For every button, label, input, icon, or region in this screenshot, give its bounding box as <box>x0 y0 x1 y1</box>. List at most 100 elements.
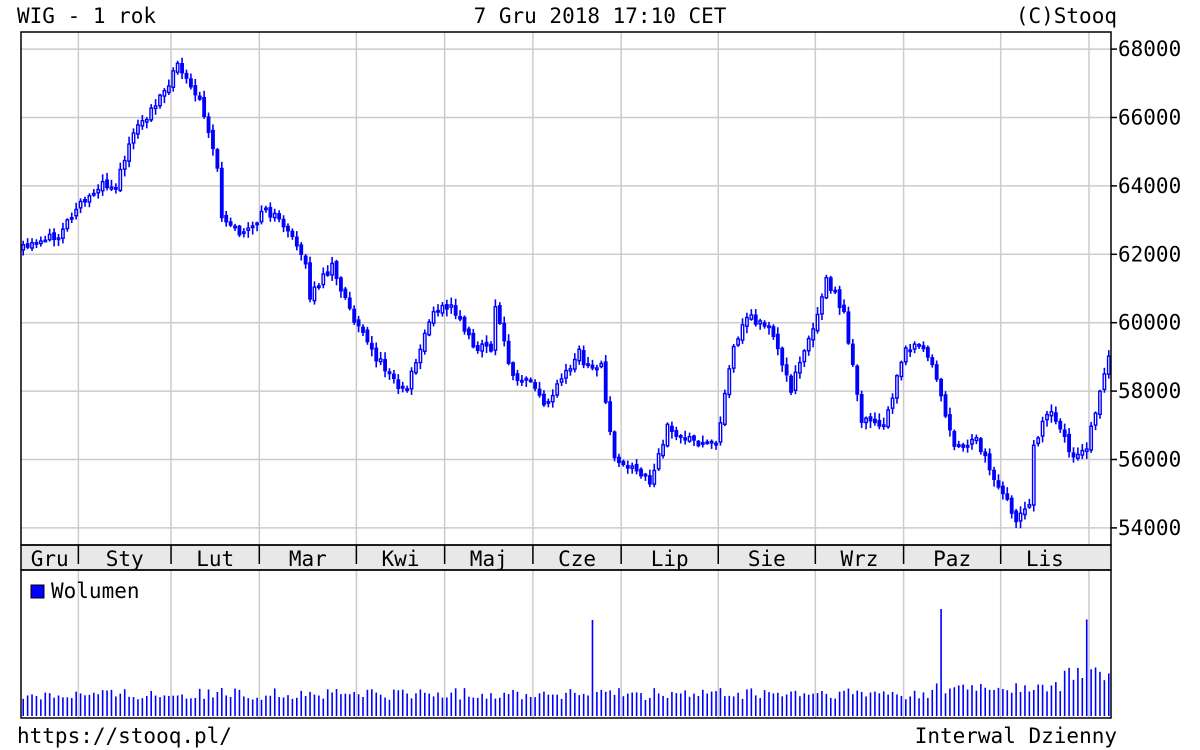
candle-body <box>828 277 833 291</box>
candle-body <box>21 244 26 251</box>
candle-body <box>1071 452 1076 458</box>
candle-body <box>1067 433 1071 453</box>
candle-body <box>1027 504 1032 508</box>
candle-body <box>868 416 873 422</box>
candle-body <box>197 95 202 100</box>
candle-body <box>325 271 330 276</box>
candle-body <box>1036 437 1041 445</box>
candle-body <box>634 463 639 472</box>
candle-body <box>630 465 635 469</box>
candle-body <box>524 377 529 381</box>
candle-body <box>409 370 414 390</box>
candle-body <box>506 340 511 364</box>
candle-body <box>405 388 410 392</box>
candle-body <box>802 350 807 363</box>
candle-body <box>903 347 908 363</box>
candle-body <box>722 392 727 425</box>
candle-body <box>202 96 207 117</box>
candle-body <box>343 288 348 299</box>
candle-body <box>100 180 105 192</box>
candle-body <box>480 343 485 352</box>
candle-body <box>533 382 538 389</box>
candle-body <box>1031 444 1036 506</box>
candle-body <box>678 435 683 438</box>
candle-body <box>387 371 392 375</box>
candle-body <box>414 362 418 374</box>
candle-body <box>740 324 745 341</box>
candle-body <box>69 216 74 220</box>
candle-body <box>700 442 705 445</box>
candle-body <box>1005 493 1010 500</box>
candle-body <box>184 72 189 79</box>
candle-body <box>255 222 260 226</box>
candle-body <box>1014 510 1019 523</box>
candle-body <box>983 451 988 457</box>
candle-body <box>692 435 696 441</box>
candle-body <box>815 313 820 332</box>
candle-body <box>38 240 43 245</box>
candle-body <box>400 385 405 389</box>
candle-body <box>793 371 798 391</box>
candle-body <box>789 375 793 393</box>
candle-body <box>30 242 34 249</box>
candle-body <box>1049 411 1054 417</box>
candle-body <box>224 214 229 223</box>
main-panel-border <box>20 31 1112 546</box>
candle-body <box>586 363 590 367</box>
candle-body <box>934 364 939 380</box>
candle-body <box>696 440 701 447</box>
candle-body <box>864 417 868 424</box>
candle-body <box>559 378 564 383</box>
candle-body <box>162 89 167 97</box>
candle-body <box>674 430 679 437</box>
candle-body <box>599 362 604 368</box>
candle-body <box>140 120 145 127</box>
source-url-link[interactable]: https://stooq.pl/ <box>17 724 232 748</box>
candle-body <box>1093 412 1098 426</box>
candle-body <box>281 218 286 228</box>
candle-body <box>886 409 891 428</box>
candle-body <box>705 441 710 445</box>
candle-body <box>233 225 237 229</box>
candle-body <box>294 236 299 247</box>
candle-body <box>237 225 242 236</box>
candle-body <box>458 315 463 320</box>
candle-body <box>422 332 427 352</box>
candle-body <box>440 304 445 314</box>
candle-body <box>797 361 802 374</box>
month-label: Mar <box>289 547 327 571</box>
candle-body <box>91 192 96 196</box>
candle-body <box>537 388 542 396</box>
candle-body <box>555 383 560 396</box>
candle-body <box>987 453 992 471</box>
candle-body <box>568 368 573 372</box>
volume-panel: Wolumen <box>22 579 1110 716</box>
candle-body <box>259 210 264 223</box>
candle-body <box>299 244 304 255</box>
month-axis: Gru Sty Lut Mar Kwi Maj Cze Lip Sie Wrz Paz Lis <box>21 545 1111 571</box>
candle-body <box>590 364 595 369</box>
candle-body <box>497 305 502 325</box>
candle-body <box>1000 485 1005 495</box>
candle-body <box>96 188 101 194</box>
candle-body <box>166 85 171 94</box>
month-label: Lip <box>651 547 689 571</box>
candle-body <box>52 232 57 241</box>
candle-body <box>1045 413 1049 421</box>
candle-body <box>1062 429 1067 438</box>
candle-body <box>908 349 913 353</box>
candle-body <box>511 362 515 376</box>
volume-legend-icon <box>30 584 45 599</box>
candle-body <box>656 453 661 470</box>
candle-body <box>369 342 374 350</box>
candle-body <box>714 442 718 446</box>
month-label: Sie <box>748 547 786 571</box>
candle-body <box>665 423 670 447</box>
candle-body <box>144 118 149 123</box>
candle-body <box>528 379 533 383</box>
candle-body <box>308 262 312 300</box>
month-label: Paz <box>933 547 971 571</box>
candle-body <box>617 456 621 464</box>
candle-body <box>996 480 1001 488</box>
